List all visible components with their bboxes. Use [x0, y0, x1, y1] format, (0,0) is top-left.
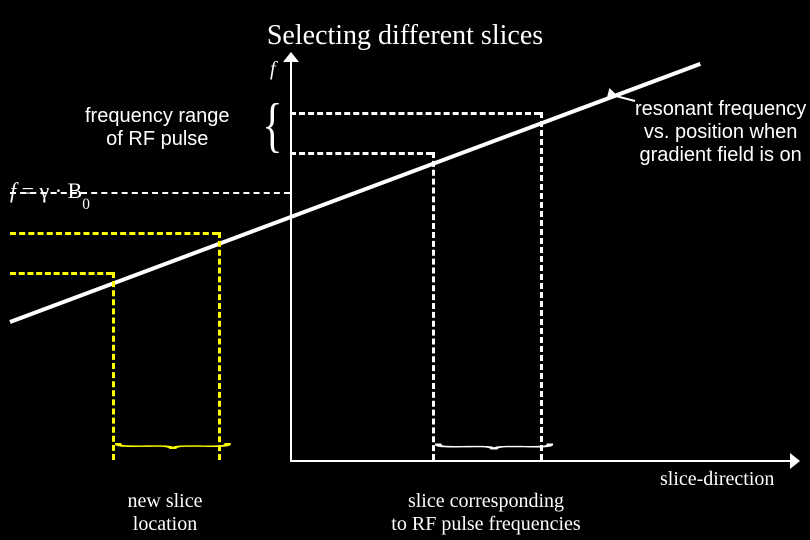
rf-brace: { — [262, 98, 282, 152]
formula: f = γ · B0 — [10, 178, 90, 208]
y-axis-arrow — [283, 52, 299, 62]
resonant-label: resonant frequency vs. position when gra… — [635, 98, 806, 167]
page-title: Selecting different slices — [0, 20, 810, 52]
slice-right-line — [540, 112, 543, 460]
y-axis — [290, 60, 292, 460]
yellow-top-line — [10, 232, 218, 235]
resonant-arrow-head — [607, 88, 618, 100]
slice-left-line — [432, 152, 435, 460]
yellow-bot-line — [10, 272, 112, 275]
rf-range-label: frequency range of RF pulse — [85, 105, 230, 151]
white-slice-brace: ︸ — [432, 452, 540, 458]
yellow-right-line — [218, 232, 221, 460]
yellow-left-line — [112, 272, 115, 460]
yellow-slice-label: new slice location — [128, 490, 203, 536]
x-axis-label: slice-direction — [660, 468, 774, 491]
y-axis-label: f — [270, 58, 276, 81]
x-axis-arrow — [790, 453, 800, 469]
rf-bot-line — [290, 152, 432, 155]
white-slice-label: slice corresponding to RF pulse frequenc… — [391, 490, 580, 536]
yellow-slice-brace: ︸ — [112, 452, 218, 457]
rf-top-line — [290, 112, 540, 115]
